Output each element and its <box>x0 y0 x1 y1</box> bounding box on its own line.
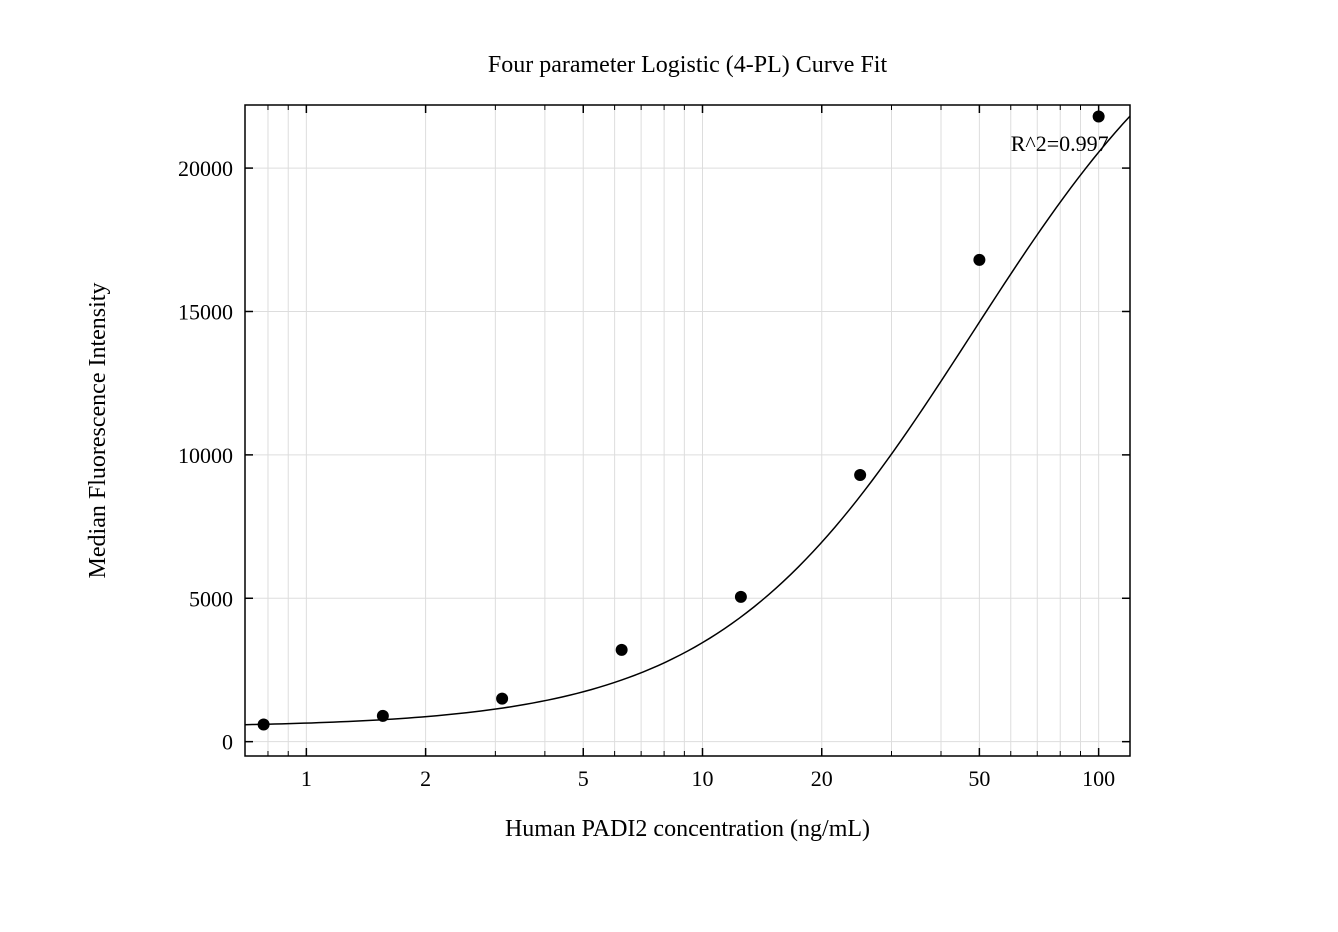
data-point <box>854 469 866 481</box>
x-axis-label: Human PADI2 concentration (ng/mL) <box>505 816 870 842</box>
chart-container: 1 2 5 10 20 50 100 0 5000 10000 15000 20000 R^2=0.99… <box>0 0 1338 932</box>
chart-svg: 1 2 5 10 20 50 100 0 5000 10000 15000 20000 R^2=0.99… <box>0 0 1338 932</box>
data-point <box>616 644 628 656</box>
data-point <box>735 591 747 603</box>
data-point <box>496 693 508 705</box>
data-point <box>1093 110 1105 122</box>
x-tick-label: 5 <box>578 766 589 791</box>
r-squared-annotation: R^2=0.997 <box>1011 131 1109 156</box>
x-tick-label: 2 <box>420 766 431 791</box>
x-tick-label: 50 <box>968 766 990 791</box>
data-point <box>258 718 270 730</box>
data-point <box>973 254 985 266</box>
data-point <box>377 710 389 722</box>
y-tick-label: 5000 <box>189 586 233 611</box>
y-tick-label: 0 <box>222 730 233 755</box>
y-tick-label: 15000 <box>178 299 233 324</box>
x-tick-label: 20 <box>811 766 833 791</box>
x-tick-label: 1 <box>301 766 312 791</box>
chart-title: Four parameter Logistic (4-PL) Curve Fit <box>488 52 888 78</box>
y-tick-label: 10000 <box>178 443 233 468</box>
y-axis-label: Median Fluorescence Intensity <box>85 283 111 579</box>
y-tick-label: 20000 <box>178 156 233 181</box>
x-tick-label: 100 <box>1082 766 1115 791</box>
x-tick-label: 10 <box>691 766 713 791</box>
